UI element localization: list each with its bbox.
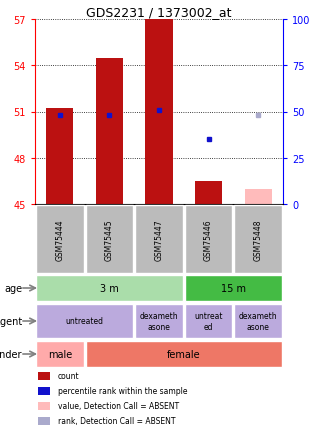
Text: GSM75445: GSM75445 (105, 219, 114, 260)
Text: agent: agent (0, 316, 23, 326)
Text: GSM75448: GSM75448 (254, 219, 263, 260)
Text: GSM75446: GSM75446 (204, 219, 213, 260)
Text: 3 m: 3 m (100, 283, 119, 293)
Bar (36, 342, 84, 367)
Text: male: male (48, 349, 72, 359)
Bar (96, 59, 123, 204)
Bar (85, 342, 282, 367)
Text: untreat
ed: untreat ed (194, 312, 223, 331)
Text: untreated: untreated (66, 317, 104, 326)
Bar (185, 206, 233, 273)
Bar (135, 304, 183, 339)
Bar (195, 181, 222, 204)
Text: value, Detection Call = ABSENT: value, Detection Call = ABSENT (58, 401, 179, 411)
Bar (46, 109, 74, 204)
Bar (135, 206, 183, 273)
Title: GDS2231 / 1373002_at: GDS2231 / 1373002_at (86, 6, 232, 19)
Text: rank, Detection Call = ABSENT: rank, Detection Call = ABSENT (58, 417, 175, 425)
Text: GSM75447: GSM75447 (155, 219, 163, 260)
Bar (36, 206, 84, 273)
Bar (185, 304, 233, 339)
Text: percentile rank within the sample: percentile rank within the sample (58, 387, 187, 395)
Bar (85, 206, 133, 273)
Text: dexameth
asone: dexameth asone (239, 312, 278, 331)
Bar (36, 276, 183, 301)
Text: gender: gender (0, 349, 23, 359)
Bar (234, 304, 282, 339)
Text: 15 m: 15 m (221, 283, 246, 293)
Text: count: count (58, 372, 80, 381)
Bar (185, 276, 282, 301)
Text: GSM75444: GSM75444 (55, 219, 64, 260)
Bar (234, 206, 282, 273)
Bar (145, 20, 173, 204)
Text: dexameth
asone: dexameth asone (140, 312, 178, 331)
Text: age: age (4, 283, 23, 293)
Text: female: female (167, 349, 201, 359)
Bar (36, 304, 133, 339)
Bar (244, 189, 272, 204)
